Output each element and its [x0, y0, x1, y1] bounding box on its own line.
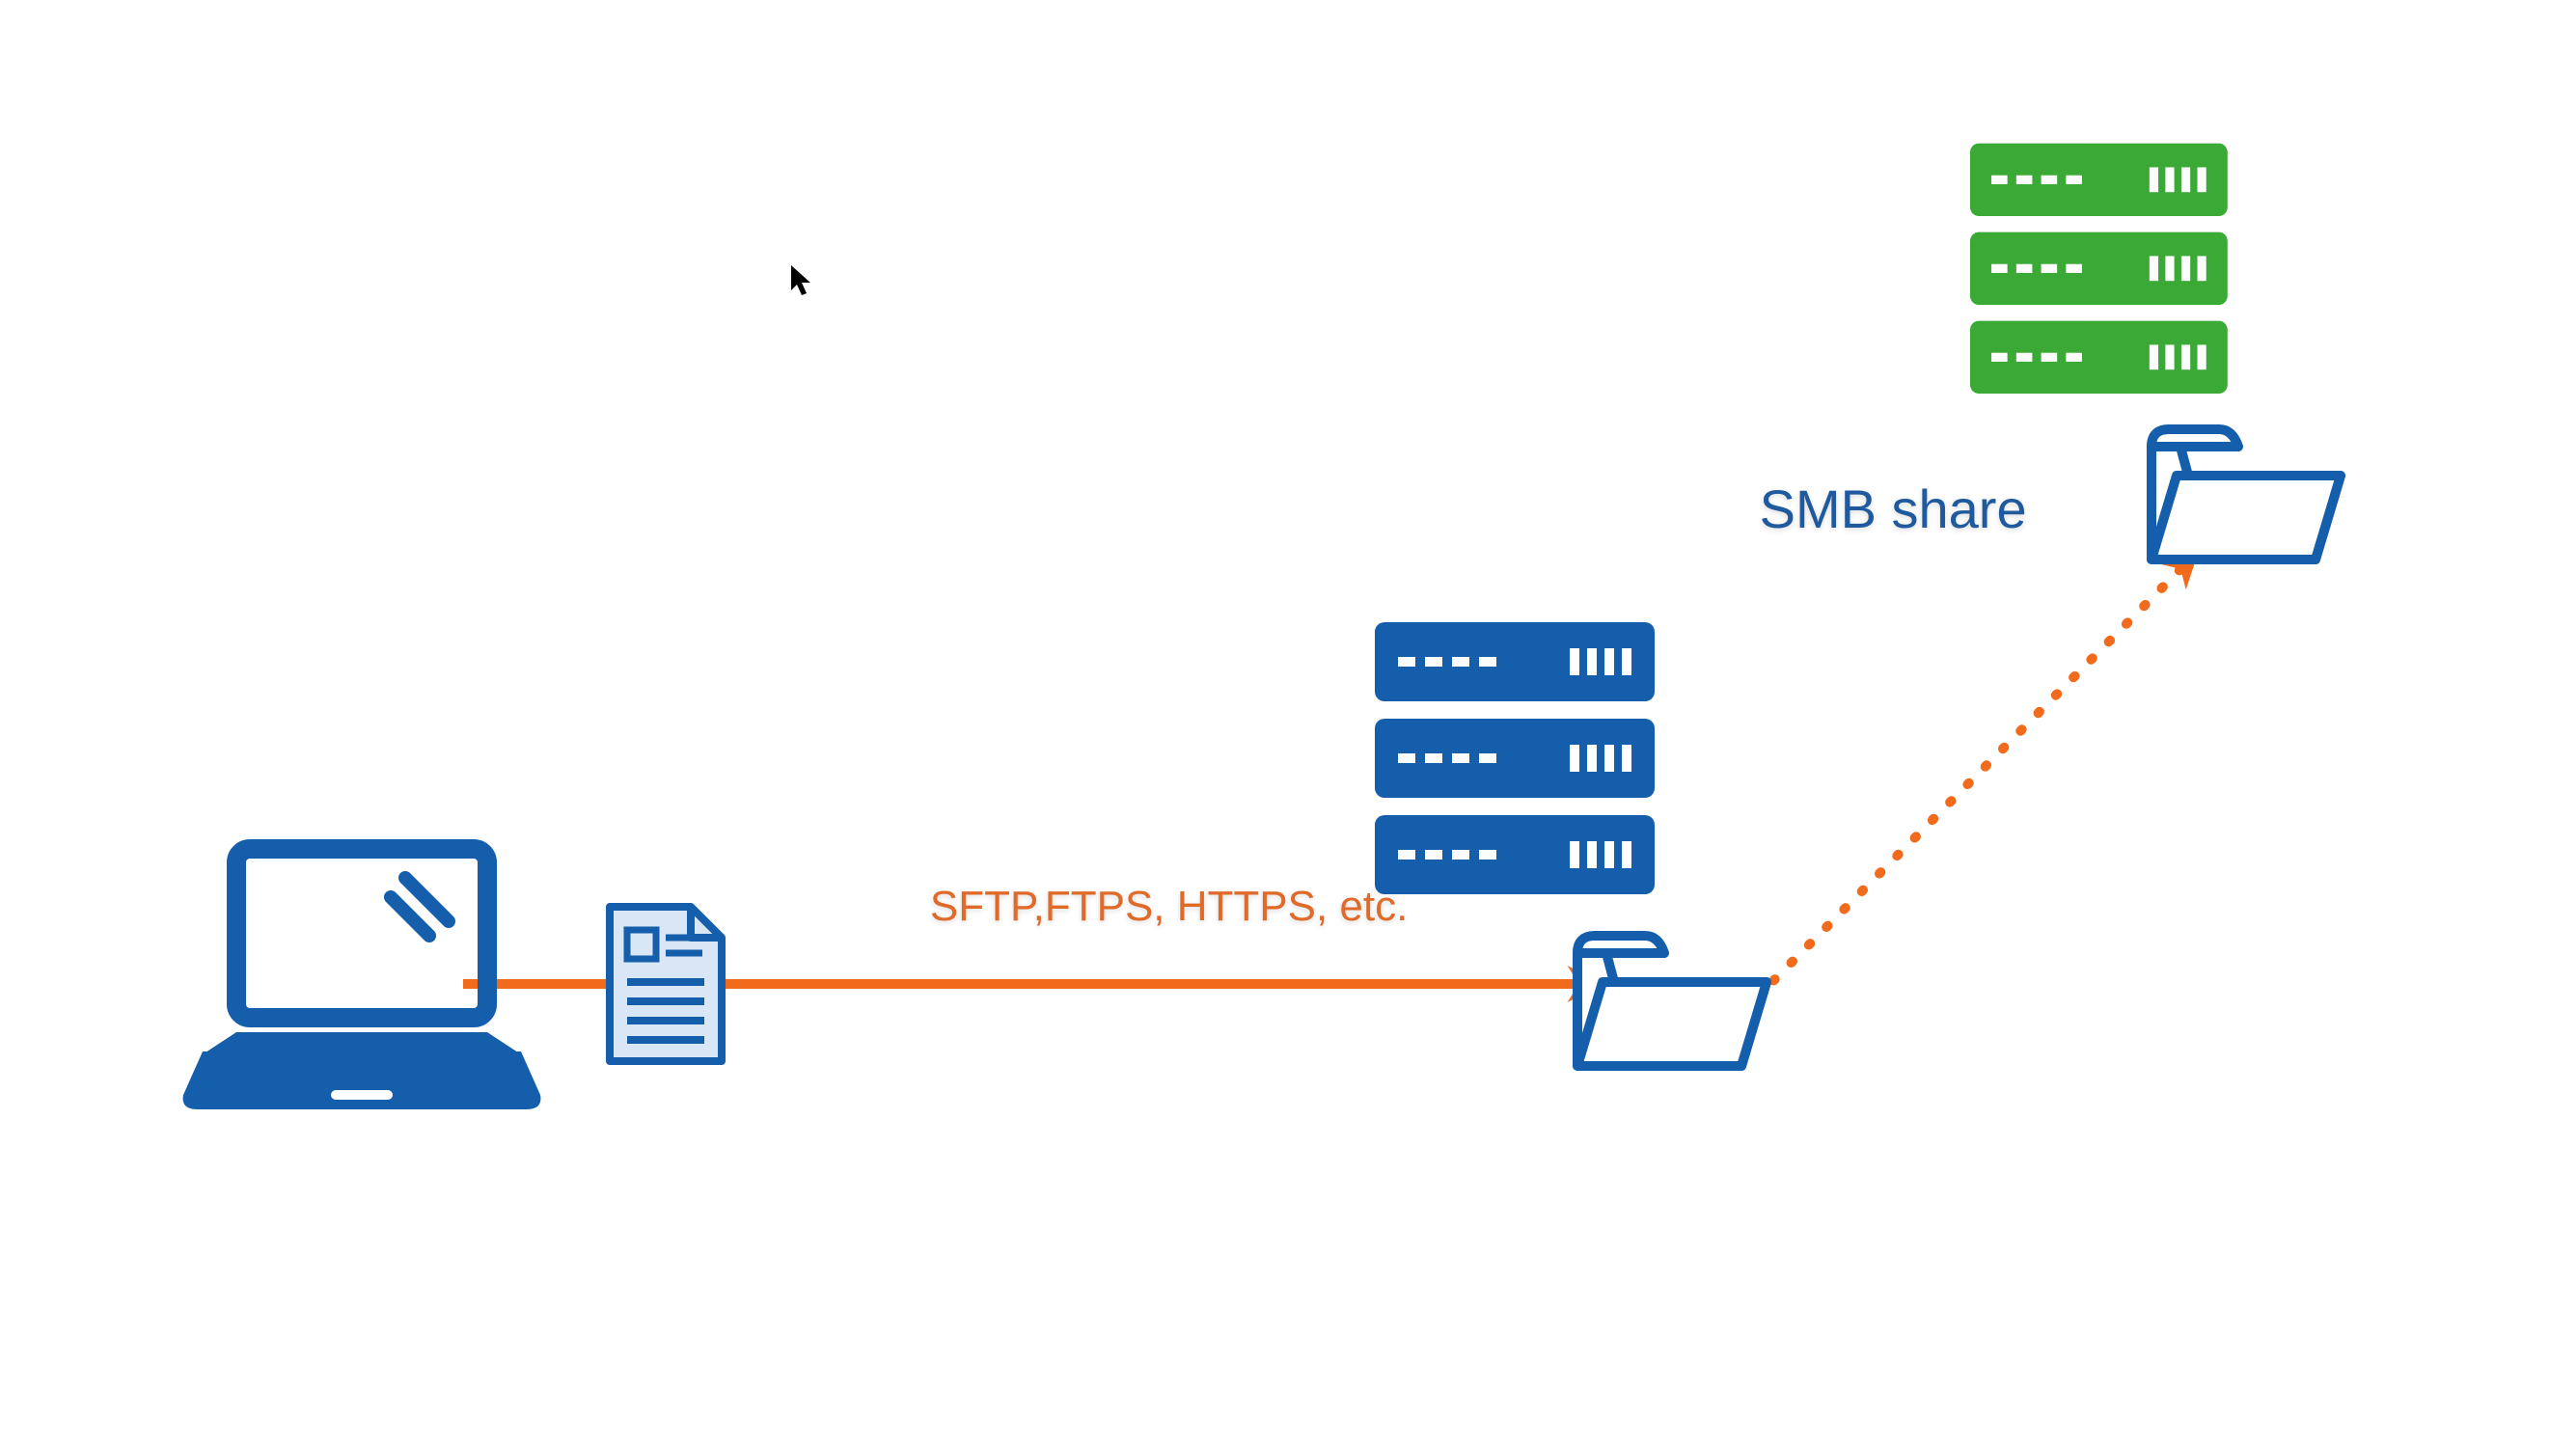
server-stack-blue-icon [1375, 622, 1655, 894]
folder-local-icon [1577, 936, 1767, 1066]
document-icon [610, 907, 722, 1061]
laptop-icon [183, 849, 541, 1109]
folder-smb-icon [2151, 429, 2341, 560]
diagram-stage: SFTP,FTPS, HTTPS, etc. SMB share [0, 0, 2576, 1447]
edge-smb [1756, 560, 2190, 998]
smb-share-label: SMB share [1760, 478, 2027, 540]
protocols-label: SFTP,FTPS, HTTPS, etc. [930, 883, 1409, 931]
server-stack-green-icon [1970, 144, 2228, 394]
cursor-icon [791, 265, 810, 295]
diagram-canvas [0, 0, 2576, 1447]
